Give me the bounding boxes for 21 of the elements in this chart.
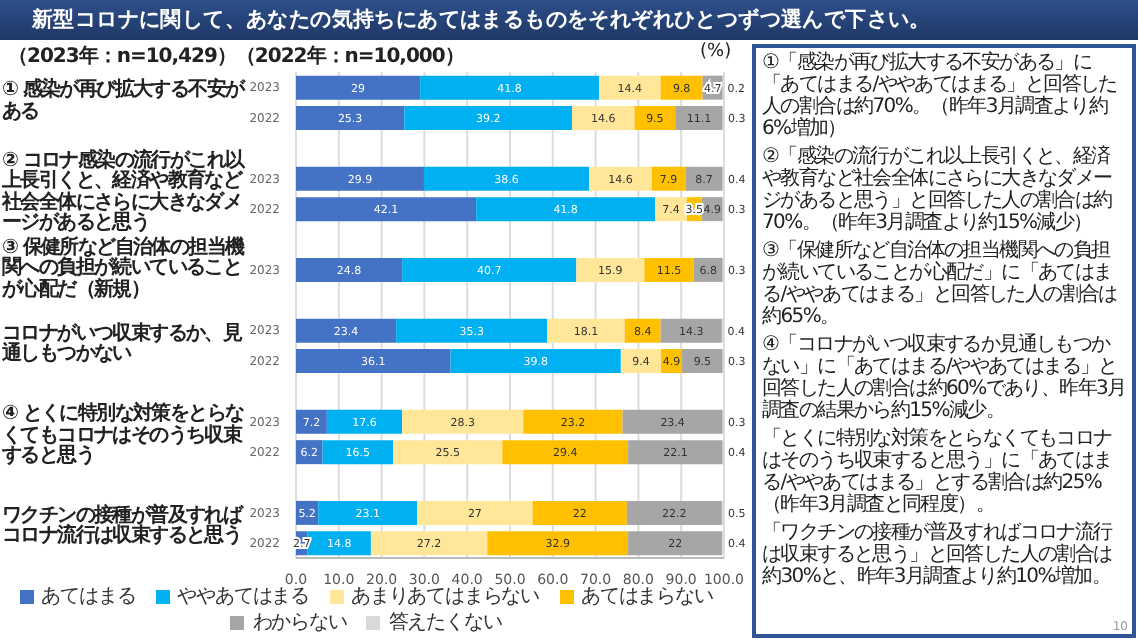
text: ①「感染が再び拡大する不安がある」に「あてはまる/ややあてはまる」と回答した人の割合は約70%。（昨年3月調査より約6%増加） xyxy=(762,52,1119,140)
text: ① 感染が再び拡大する不安がある xyxy=(2,79,244,123)
text: 「ワクチンの接種が普及すればコロナ流行は収束すると思う」と回答した人の割合は約30%と、昨年3月調査より約10%増加。 xyxy=(762,522,1115,588)
chart-title: 新型コロナに関して、あなたの気持ちにあてはまるものをそれぞれひとつずつ選んで下さい。 xyxy=(0,0,1138,40)
text: ④「コロナがいつ収束するか見通しもつかない」に「あてはまる/ややあてはまる」と回答した人の割合は約60%であり、昨年3月調査の結果から約15%減少。 xyxy=(762,334,1126,422)
legend-label: ややあてはまる xyxy=(177,586,309,608)
text: ③ 保健所など自治体の担当機関への負担が続いていることが心配だ（新規） xyxy=(2,235,244,300)
text: ③「保健所など自治体の担当機関への負担が続いていることが心配だ」に「あてはまる/ややあてはまる」と回答した人の割合は約65%。 xyxy=(762,240,1119,328)
legend-label: あまりあてはまらない xyxy=(351,586,540,608)
legend-label: わからない xyxy=(252,612,347,634)
text: コロナがいつ収束するか、見通しもつかない xyxy=(2,322,242,366)
text: ④ とくに特別な対策をとらなくてもコロナはそのうち収束すると思う xyxy=(2,403,244,467)
text: (%) xyxy=(700,42,732,62)
text: ② コロナ感染の流行がこれ以上長引くと、経済や教育など社会全体にさらに大きなダメージがあると思う xyxy=(2,149,244,235)
text: （2023年：n=10,429）（2022年：n=10,000） xyxy=(8,43,464,70)
text: ワクチンの接種が普及すればコロナ流行は収束すると思う xyxy=(2,504,242,548)
text: 「とくに特別な対策をとらなくてもコロナはそのうち収束すると思う」に「あてはまる/ややあてはまる」とする割合は約25%（昨年3月調査と同程度）。 xyxy=(762,428,1114,516)
text: ②「感染の流行がこれ以上長引くと、経済や教育など社会全体にさらに大きなダメージがあると思う」と回答した人の割合は約70%。（昨年3月調査より約15%減少） xyxy=(762,146,1114,234)
legend-label: 答えたくない xyxy=(388,612,502,634)
legend-label: あてはまる xyxy=(41,586,136,608)
legend-label: あてはまらない xyxy=(581,586,713,608)
